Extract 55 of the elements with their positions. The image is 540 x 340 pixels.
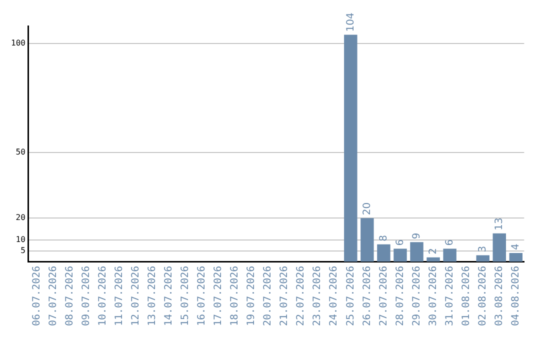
y-tick-label: 50 <box>16 148 26 157</box>
data-label: 2 <box>428 248 439 254</box>
x-tick-label: 24.07.2026 <box>328 266 340 326</box>
x-tick-label: 23.07.2026 <box>312 266 324 326</box>
x-tick-label: 25.07.2026 <box>345 266 356 326</box>
bar <box>443 248 456 262</box>
bar <box>360 218 374 262</box>
data-label: 20 <box>362 202 373 216</box>
data-label: 3 <box>477 246 488 252</box>
x-tick-label: 12.07.2026 <box>130 266 142 326</box>
x-tick-label: 19.07.2026 <box>246 266 258 326</box>
x-tick-label: 15.07.2026 <box>180 266 192 326</box>
data-label: 4 <box>510 244 522 250</box>
data-label: 6 <box>444 239 456 246</box>
x-tick-label: 26.07.2026 <box>362 266 373 326</box>
x-tick-label: 02.08.2026 <box>477 266 488 326</box>
x-tick-label: 07.07.2026 <box>48 266 59 326</box>
x-tick-label: 11.07.2026 <box>114 266 125 326</box>
x-tick-label: 27.07.2026 <box>378 266 390 326</box>
y-tick-label: 20 <box>16 213 26 222</box>
x-tick-label: 14.07.2026 <box>163 266 174 326</box>
x-tick-label: 10.07.2026 <box>97 266 108 326</box>
bar <box>492 233 506 262</box>
bar <box>509 253 523 262</box>
x-tick-label: 31.07.2026 <box>444 266 456 326</box>
x-tick-label: 21.07.2026 <box>279 266 290 326</box>
data-label: 9 <box>411 232 422 240</box>
x-tick-label: 20.07.2026 <box>262 266 274 326</box>
data-label: 8 <box>378 234 390 242</box>
bar <box>377 244 390 262</box>
x-tick-label: 08.07.2026 <box>64 266 76 326</box>
bar <box>394 248 407 262</box>
x-tick-label: 29.07.2026 <box>411 266 422 326</box>
x-tick-label: 03.08.2026 <box>494 266 505 326</box>
bar <box>476 255 490 262</box>
bar <box>344 34 358 262</box>
x-tick-label: 09.07.2026 <box>80 266 92 326</box>
data-label: 13 <box>494 218 505 230</box>
x-tick-label: 06.07.2026 <box>31 266 42 326</box>
x-tick-label: 13.07.2026 <box>146 266 158 326</box>
x-tick-label: 04.08.2026 <box>510 266 522 326</box>
y-tick-label: 100 <box>10 38 26 48</box>
x-tick-label: 01.08.2026 <box>460 266 472 326</box>
y-tick-label: 10 <box>16 235 26 244</box>
x-tick-label: 16.07.2026 <box>196 266 208 326</box>
data-label: 104 <box>345 12 356 32</box>
x-tick-label: 18.07.2026 <box>230 266 241 326</box>
x-tick-label: 22.07.2026 <box>296 266 307 326</box>
data-label: 6 <box>394 239 406 246</box>
bar <box>426 257 440 262</box>
x-tick-label: 28.07.2026 <box>394 266 406 326</box>
bar <box>410 242 424 262</box>
x-tick-label: 17.07.2026 <box>213 266 224 326</box>
y-tick-label: 5 <box>20 246 26 255</box>
x-tick-label: 30.07.2026 <box>428 266 439 326</box>
